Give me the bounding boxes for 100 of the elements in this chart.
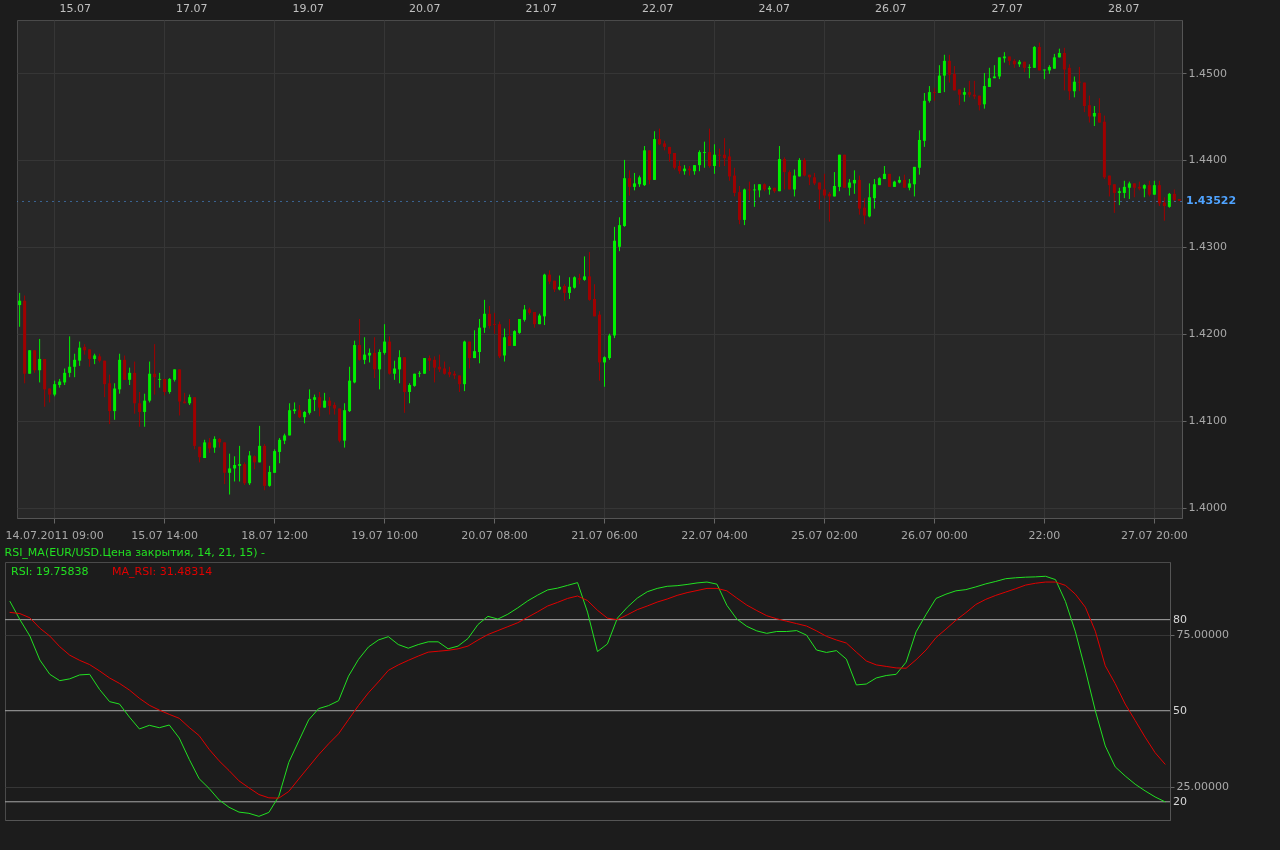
candlestick [792, 168, 796, 197]
candlestick [1092, 105, 1096, 127]
candlestick [862, 197, 866, 225]
candlestick [752, 183, 756, 208]
candlestick [1067, 63, 1071, 101]
text: MA_RSI: 31.48314 [112, 565, 213, 578]
candlestick [473, 329, 477, 359]
text: 20.07 [409, 2, 441, 15]
candlestick [1087, 95, 1091, 124]
candlestick [408, 382, 412, 404]
candlestick [782, 156, 786, 190]
candlestick [618, 216, 621, 252]
x-tick-label: 22.07 04:00 [681, 528, 748, 542]
candlestick [258, 425, 262, 463]
candlestick [28, 349, 32, 375]
candlestick [243, 461, 247, 486]
y-tick-label: 1.4200 [1188, 327, 1227, 341]
candlestick [383, 323, 387, 356]
text: 24.07 [758, 2, 790, 15]
ref-line-label: 50 [1173, 703, 1187, 717]
candlestick [942, 54, 946, 93]
candlestick [398, 349, 402, 384]
candlestick [318, 391, 322, 417]
candlestick [712, 143, 716, 175]
candlestick [508, 318, 512, 347]
candlestick [1162, 196, 1166, 222]
y-tick-label: 75.00000 [1176, 628, 1229, 642]
x-tick-label: 18.07 12:00 [241, 528, 308, 542]
candlestick [722, 137, 726, 167]
candlestick [488, 305, 492, 330]
candlestick [987, 67, 991, 88]
candlestick [1157, 180, 1161, 207]
candlestick [1077, 66, 1081, 92]
x-tick-label: 22:00 [1028, 528, 1061, 542]
candlestick [238, 445, 242, 482]
candlestick [268, 465, 272, 488]
candlestick [228, 453, 232, 496]
candlestick [73, 353, 77, 378]
ref-line-label: 1.43522 [1186, 194, 1237, 208]
text: 19.07 [292, 2, 324, 15]
candlestick [1027, 63, 1031, 79]
text: 27.07 [991, 2, 1023, 15]
y-tick-label: 1.4300 [1188, 240, 1227, 254]
candlestick [278, 437, 282, 464]
candlestick [947, 54, 951, 84]
y-tick-label: 1.4400 [1188, 153, 1227, 167]
candlestick [583, 255, 586, 282]
candlestick [717, 148, 721, 168]
candlestick [832, 171, 836, 197]
candlestick [867, 182, 871, 218]
text: 15.07 [59, 2, 91, 15]
candlestick [503, 328, 507, 363]
ref-line-label: 20 [1173, 794, 1187, 808]
candlestick [1062, 47, 1066, 91]
candlestick [393, 360, 397, 381]
candlestick [233, 455, 237, 482]
candlestick [103, 360, 107, 398]
candlestick [937, 64, 941, 94]
candlestick [468, 341, 472, 370]
candlestick [732, 167, 736, 197]
candlestick [1072, 75, 1076, 98]
candlestick [982, 72, 986, 110]
candlestick [1032, 45, 1036, 69]
candlestick [378, 348, 382, 390]
candlestick [872, 178, 876, 210]
ref-line-label: 80 [1173, 612, 1187, 626]
candlestick [273, 448, 277, 474]
candlestick [707, 128, 711, 169]
candlestick [138, 391, 142, 428]
candlestick [588, 251, 591, 302]
candlestick [153, 343, 157, 396]
candlestick [952, 65, 956, 91]
text: 17.07 [176, 2, 208, 15]
candlestick [143, 393, 147, 428]
candlestick [38, 338, 42, 383]
candlestick [593, 283, 596, 317]
chart-title: RSI_MA(EUR/USD.Цена закрытия, 14, 21, 15) - [4, 546, 266, 559]
candlestick [18, 292, 22, 328]
text: 28.07 [1108, 2, 1140, 15]
text: RSI: 19.75838 [11, 565, 89, 578]
x-tick-label: 27.07 20:00 [1121, 528, 1188, 542]
candlestick [997, 56, 1001, 80]
candlestick [603, 355, 606, 388]
candlestick [293, 401, 297, 415]
candlestick [78, 341, 82, 367]
candlestick [852, 169, 856, 195]
candlestick [1097, 97, 1101, 124]
candlestick [912, 166, 916, 197]
x-tick-label: 25.07 02:00 [791, 528, 858, 542]
candlestick [727, 148, 731, 182]
candlestick [358, 318, 362, 362]
candlestick [747, 181, 751, 201]
candlestick [702, 141, 706, 169]
x-tick-label: 20.07 08:00 [461, 528, 528, 542]
y-tick-label: 1.4500 [1188, 66, 1227, 80]
candlestick [932, 87, 936, 102]
y-tick-label: 25.00000 [1176, 780, 1229, 794]
candlestick [158, 372, 162, 389]
x-tick-label: 19.07 10:00 [351, 528, 418, 542]
text: 22.07 [642, 2, 674, 15]
